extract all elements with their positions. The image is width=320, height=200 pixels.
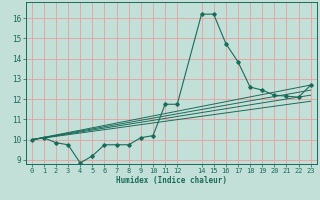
X-axis label: Humidex (Indice chaleur): Humidex (Indice chaleur) <box>116 176 227 185</box>
